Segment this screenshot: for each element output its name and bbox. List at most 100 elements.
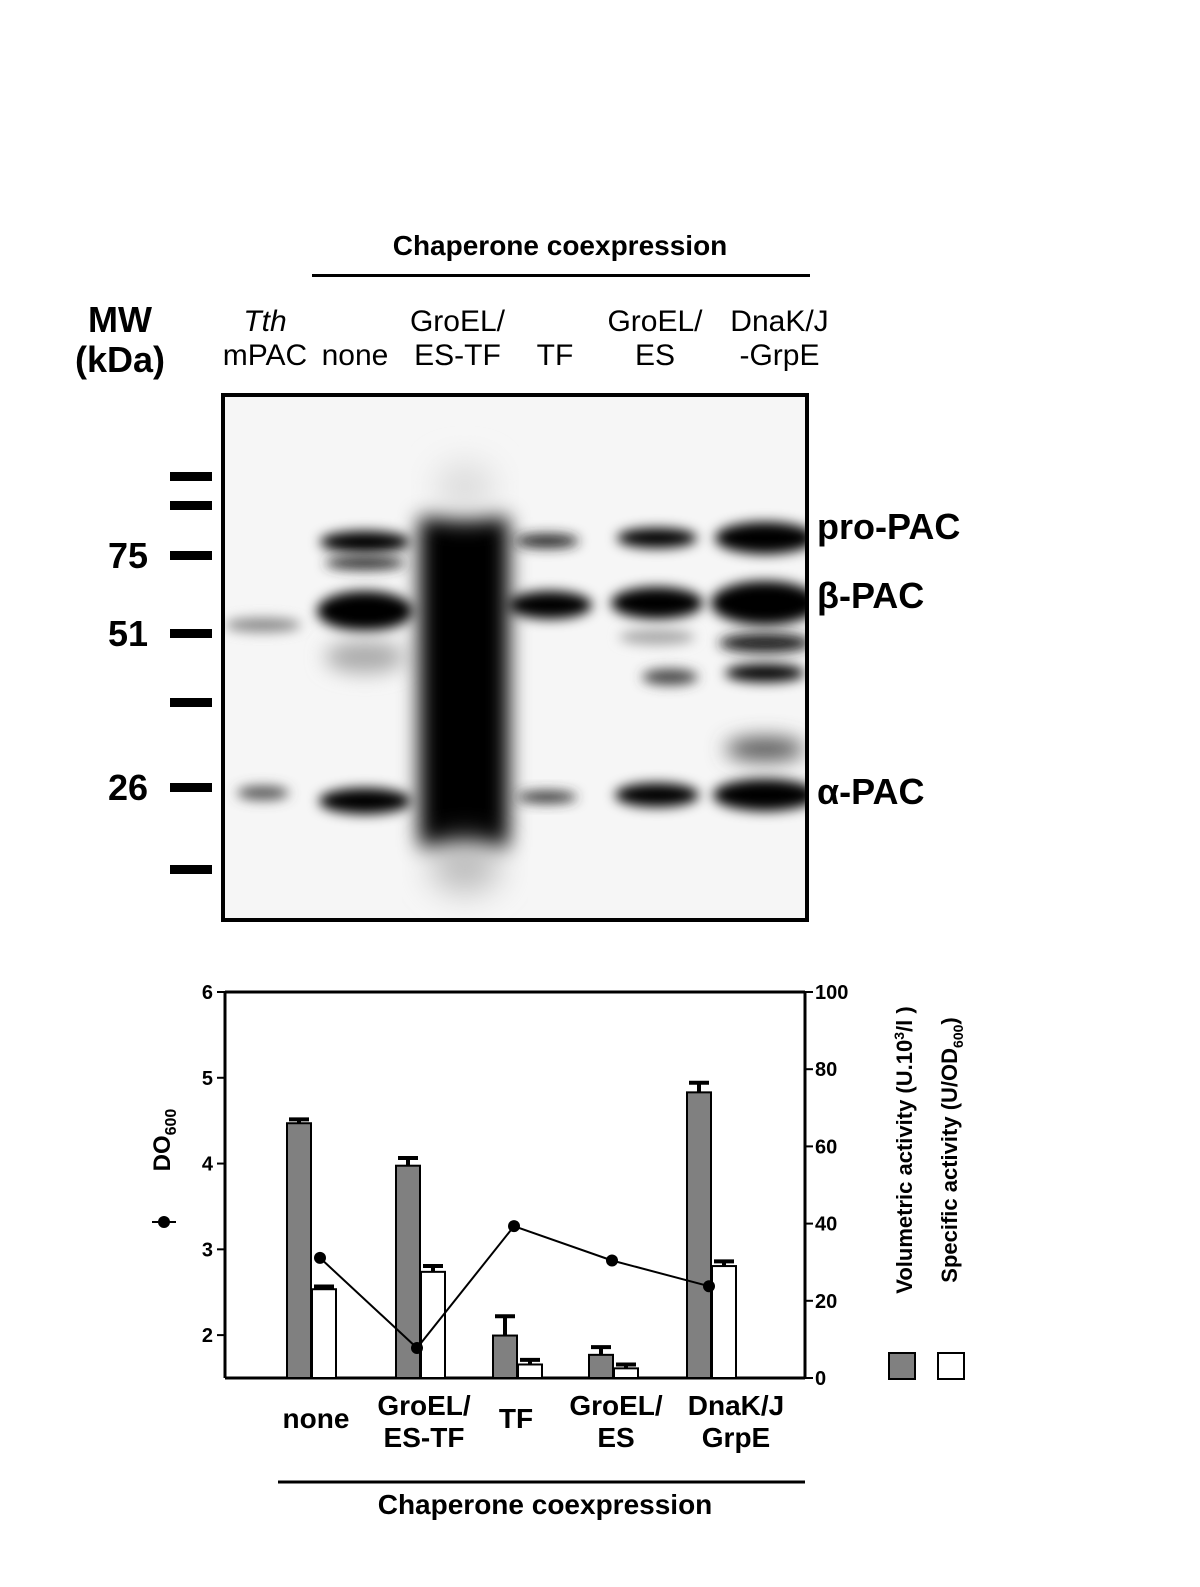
mw-marker-51: 51 xyxy=(108,613,149,654)
mw-tick xyxy=(170,783,212,792)
left-tick-label: 3 xyxy=(202,1239,213,1261)
category-label: TF xyxy=(499,1403,533,1434)
band xyxy=(617,528,697,548)
legend-specific-swatch xyxy=(937,1352,965,1380)
category-label: ES xyxy=(597,1422,634,1453)
od-point xyxy=(703,1280,715,1293)
mw-tick xyxy=(170,501,212,510)
od-legend-marker xyxy=(158,1216,170,1228)
category-label: GroEL/ xyxy=(377,1390,471,1421)
bar xyxy=(420,1270,446,1380)
mw-marker-75: 75 xyxy=(108,535,149,576)
category-label: DnaK/J xyxy=(688,1390,784,1421)
od-point xyxy=(606,1254,618,1267)
lane-label-dnak-grpe: DnaK/J -GrpE xyxy=(712,305,847,373)
band xyxy=(725,737,805,761)
mw-label-line2: (kDa) xyxy=(74,339,166,380)
band xyxy=(515,534,579,548)
bar xyxy=(711,1265,737,1379)
band-label-beta-pac: β-PAC xyxy=(817,575,925,616)
category-label: ES-TF xyxy=(384,1422,465,1453)
lane-label-line2: ES xyxy=(634,339,676,372)
bar xyxy=(588,1353,614,1379)
mw-tick xyxy=(170,551,212,560)
bar xyxy=(492,1334,518,1380)
lane-label-line1: GroEL/ xyxy=(607,305,703,338)
band xyxy=(611,587,703,619)
band xyxy=(719,633,805,653)
band xyxy=(225,618,301,632)
lane-label-tf: TF xyxy=(510,305,600,373)
band xyxy=(317,591,413,631)
band xyxy=(615,783,699,807)
lane-label-line2: mPAC xyxy=(222,339,308,372)
band xyxy=(725,664,805,682)
band xyxy=(713,779,805,811)
right-tick-label: 20 xyxy=(815,1291,837,1313)
lane-label-groel-es: GroEL/ ES xyxy=(590,305,720,373)
band xyxy=(237,786,289,800)
band xyxy=(508,591,592,619)
band xyxy=(419,517,509,847)
right-tick-label: 80 xyxy=(815,1059,837,1081)
lane-label-line2: TF xyxy=(536,339,574,372)
lane-label-line1: DnaK/J xyxy=(730,305,829,338)
bar xyxy=(686,1091,712,1380)
legend-volumetric-swatch xyxy=(888,1352,916,1380)
blot-bands xyxy=(225,462,805,892)
blot-header-line xyxy=(312,274,810,277)
left-axis-title: DO600 xyxy=(149,1109,180,1172)
right-tick-label: 40 xyxy=(815,1214,837,1236)
band-label-alpha-pac: α-PAC xyxy=(817,771,925,812)
od-point xyxy=(508,1220,520,1233)
lane-label-line1 xyxy=(510,305,600,339)
lane-label-line1: Tth xyxy=(243,305,287,338)
bar xyxy=(613,1367,639,1380)
left-tick-label: 4 xyxy=(202,1154,214,1176)
band xyxy=(711,581,805,625)
lane-label-line1: GroEL/ xyxy=(409,305,506,338)
right-tick-label: 0 xyxy=(815,1368,826,1390)
right-tick-label: 60 xyxy=(815,1136,837,1158)
blot-header: Chaperone coexpression xyxy=(392,230,728,261)
mw-tick xyxy=(170,629,212,638)
band xyxy=(642,669,698,685)
bar xyxy=(286,1122,312,1379)
od-line xyxy=(319,1224,710,1350)
right-axis-title-specific: Specific activity (U/OD600) xyxy=(937,1017,966,1282)
bar xyxy=(517,1363,543,1379)
right-tick-label: 100 xyxy=(815,982,848,1004)
band-label-pro-pac: pro-PAC xyxy=(817,506,961,547)
right-axis-title-volumetric: Volumetric activity (U.103/l ) xyxy=(891,1006,917,1293)
bar xyxy=(311,1288,337,1379)
x-axis-title: Chaperone coexpression xyxy=(378,1489,713,1520)
western-blot xyxy=(221,393,809,922)
mw-label-line1: MW xyxy=(88,299,152,340)
band xyxy=(435,462,495,512)
left-tick-label: 5 xyxy=(202,1068,213,1090)
lane-label-none: none xyxy=(305,305,405,373)
band xyxy=(430,842,500,892)
od-point xyxy=(411,1341,423,1354)
mw-tick xyxy=(170,865,212,874)
mw-tick xyxy=(170,698,212,707)
lane-label-line2: none xyxy=(321,339,389,372)
od-point xyxy=(314,1251,326,1264)
mw-label: MW (kDa) xyxy=(55,300,185,380)
left-tick-label: 6 xyxy=(202,982,213,1004)
lane-label-line2: ES-TF xyxy=(414,339,501,372)
mw-marker-26: 26 xyxy=(108,767,149,808)
category-label: GroEL/ xyxy=(569,1390,663,1421)
band xyxy=(619,629,695,645)
band xyxy=(715,522,805,554)
left-tick-label: 2 xyxy=(202,1325,213,1347)
category-label: GrpE xyxy=(702,1422,770,1453)
band xyxy=(320,531,410,553)
lane-label-tth: Tth mPAC xyxy=(205,305,325,373)
band xyxy=(319,788,411,814)
category-label: none xyxy=(283,1403,350,1434)
lane-label-line2: -GrpE xyxy=(739,339,820,372)
band xyxy=(325,641,405,673)
band xyxy=(517,791,577,803)
